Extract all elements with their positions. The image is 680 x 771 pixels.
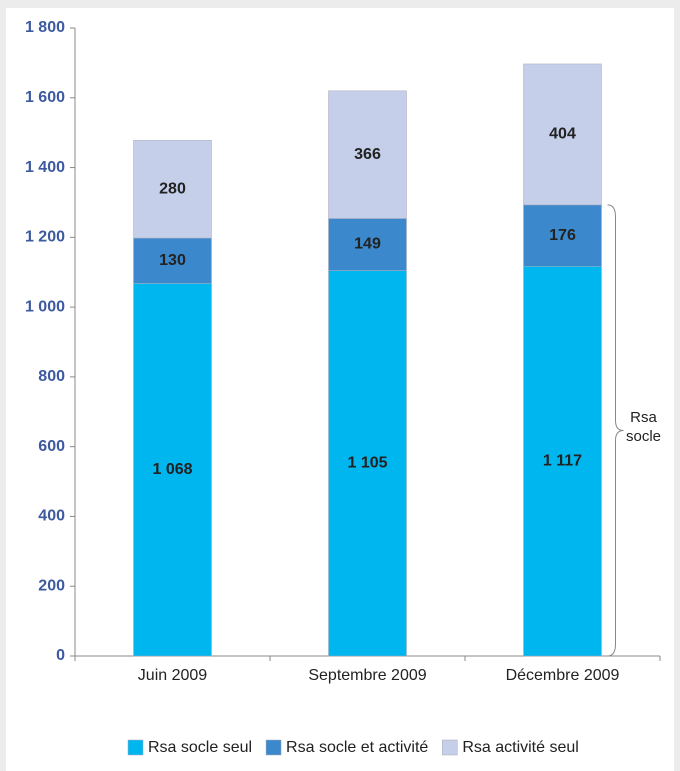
x-tick-label: Juin 2009 bbox=[138, 667, 207, 684]
legend-swatch bbox=[442, 739, 458, 756]
bar-segment bbox=[523, 63, 602, 206]
legend-swatch bbox=[127, 739, 144, 756]
legend-label: Rsa activité seul bbox=[462, 739, 579, 756]
bar-segment bbox=[328, 218, 407, 271]
legend-label: Rsa socle seul bbox=[148, 739, 252, 756]
data-label: 149 bbox=[354, 236, 381, 253]
brace bbox=[607, 204, 624, 657]
x-tick-label: Septembre 2009 bbox=[308, 667, 426, 684]
data-label: 1 117 bbox=[543, 452, 582, 469]
data-label: 1 105 bbox=[347, 454, 387, 471]
y-tick-label: 1 800 bbox=[25, 19, 65, 36]
y-tick-label: 1 000 bbox=[25, 298, 65, 315]
data-label: 1 068 bbox=[152, 461, 192, 478]
bar-segment bbox=[328, 270, 407, 657]
y-tick-label: 1 400 bbox=[25, 159, 65, 176]
bar-segment bbox=[523, 266, 602, 657]
y-tick-label: 1 200 bbox=[25, 229, 65, 246]
y-tick-label: 200 bbox=[38, 577, 65, 594]
legend-swatch bbox=[265, 739, 282, 756]
bar-segment bbox=[133, 140, 212, 239]
y-tick-label: 800 bbox=[38, 368, 65, 385]
bar-segment bbox=[328, 90, 407, 219]
data-label: 130 bbox=[159, 252, 186, 269]
data-label: 280 bbox=[159, 180, 186, 197]
data-label: 176 bbox=[549, 227, 576, 244]
legend-label: Rsa socle et activité bbox=[286, 739, 428, 756]
y-tick-label: 1 600 bbox=[25, 89, 65, 106]
bar-segment bbox=[523, 204, 602, 267]
x-tick-label: Décembre 2009 bbox=[506, 667, 620, 684]
data-label: 404 bbox=[549, 126, 576, 143]
y-tick-label: 400 bbox=[38, 508, 65, 525]
annotation: Rsa socle bbox=[625, 409, 662, 446]
bar-segment bbox=[133, 237, 212, 284]
y-tick-label: 600 bbox=[38, 438, 65, 455]
y-tick-label: 0 bbox=[56, 647, 65, 664]
data-label: 366 bbox=[354, 146, 381, 163]
